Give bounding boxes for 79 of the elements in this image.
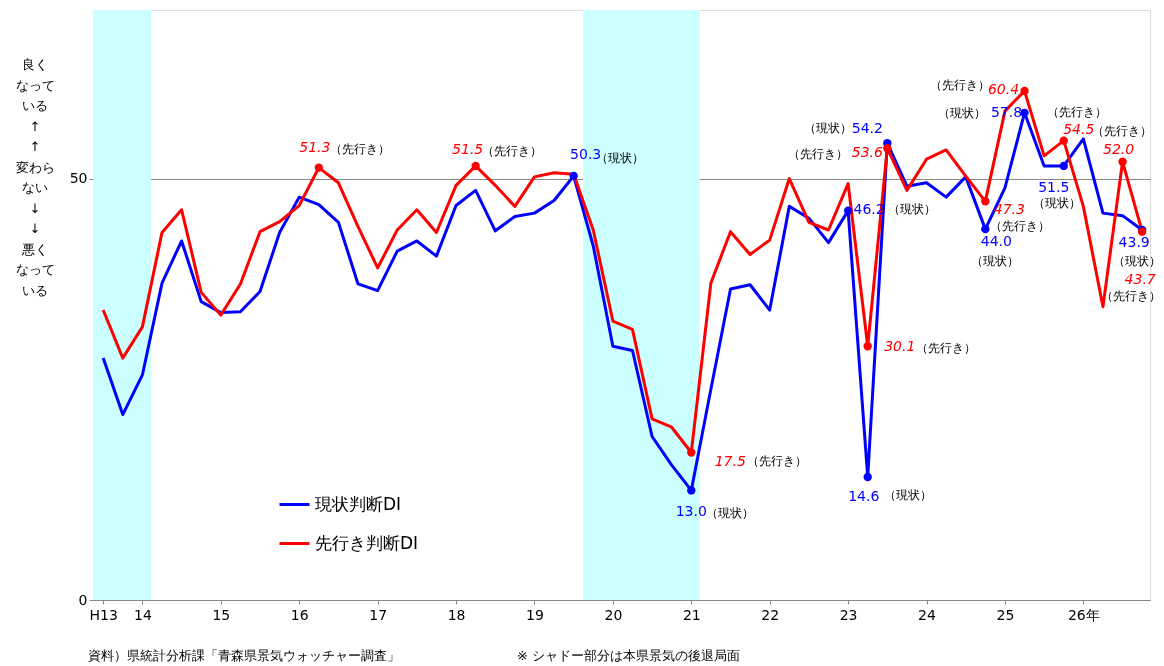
annotation: （先行き）: [330, 142, 390, 156]
text: なって: [15, 262, 55, 277]
text: ※ シャドー部分は本県景気の後退局面: [517, 648, 741, 663]
annotation: （先行き）: [788, 147, 848, 161]
y-tick-label: 50: [69, 170, 88, 187]
x-tick-label: 15: [212, 606, 231, 623]
x-tick-label: 25: [996, 606, 1015, 623]
annotation: （現状）: [888, 202, 936, 216]
x-tick-label: 22: [761, 606, 780, 623]
text: 悪く: [21, 241, 48, 257]
point: [687, 448, 696, 457]
data-label: 51.5: [452, 140, 484, 157]
point: [863, 342, 872, 351]
data-label: 14.6: [848, 487, 880, 504]
data-label: 43.9: [1118, 233, 1150, 250]
data-label: 47.3: [993, 201, 1025, 218]
annotation: （現状）: [706, 506, 754, 520]
text: 変わら: [15, 159, 55, 175]
point: [1118, 157, 1127, 166]
x-tick-label: H13: [89, 606, 118, 623]
y-tick-label: 0: [78, 591, 88, 608]
x-tick-label: 21: [682, 606, 701, 623]
text: 資料）県統計分析課「青森県景気ウォッチャー調査」: [88, 648, 400, 663]
data-label: 43.7: [1124, 270, 1156, 287]
point: [1059, 136, 1068, 145]
data-label: 13.0: [675, 503, 707, 520]
data-label: 54.5: [1063, 120, 1095, 137]
text: ない: [22, 180, 48, 195]
x-tick-label: 19: [526, 606, 544, 623]
text: いる: [22, 98, 48, 113]
point: [1020, 86, 1029, 96]
text: いる: [22, 282, 48, 298]
point: [569, 171, 578, 181]
annotation: （先行き）: [916, 341, 976, 355]
data-label: 17.5: [714, 452, 746, 469]
annotation: （先行き）: [1047, 105, 1107, 119]
x-tick-label: 20: [604, 606, 623, 623]
point: [981, 197, 990, 206]
annotation: （先行き）: [990, 219, 1050, 233]
text: ↓: [29, 200, 41, 216]
text: なって: [15, 77, 55, 93]
text: ↓: [29, 221, 41, 236]
x-tick-label: 16: [290, 606, 309, 623]
x-tick-label: 17: [369, 606, 388, 623]
data-label: 30.1: [884, 338, 916, 355]
text: ↑: [29, 139, 41, 154]
text: ↑: [29, 118, 41, 134]
data-label: 53.6: [851, 144, 883, 161]
text: 良く: [22, 57, 48, 72]
annotation: （現状）: [804, 121, 852, 135]
point: [471, 161, 480, 171]
data-label: 51.5: [1038, 178, 1070, 195]
annotation: （先行き）: [747, 454, 807, 468]
annotation: （現状）: [1113, 254, 1161, 268]
annotation: （現状）: [1033, 196, 1081, 210]
data-label: 54.2: [851, 120, 883, 137]
annotation: （現状）: [884, 488, 932, 502]
point: [1059, 161, 1068, 171]
legend-label: 現状判断DI: [315, 493, 402, 514]
point: [687, 486, 696, 495]
point: [863, 472, 872, 482]
x-tick-label: 26年: [1067, 606, 1100, 623]
point: [883, 144, 892, 153]
x-tick-label: 23: [839, 606, 858, 623]
point: [843, 206, 853, 215]
annotation: （先行き）: [930, 78, 990, 92]
annotation: （先行き）: [482, 144, 542, 158]
point: [314, 163, 324, 172]
annotation: （先行き）: [1101, 289, 1161, 303]
data-label: 60.4: [987, 80, 1020, 97]
x-tick-label: 14: [133, 606, 152, 623]
x-tick-label: 18: [447, 606, 466, 623]
x-tick-label: 24: [918, 606, 937, 623]
data-label: 44.0: [980, 233, 1012, 250]
legend-label: 先行き判断DI: [315, 532, 419, 553]
data-label: 52.0: [1102, 140, 1135, 157]
annotation: （現状）: [938, 106, 986, 120]
annotation: （現状）: [971, 254, 1019, 268]
data-label: 51.3: [299, 138, 331, 155]
